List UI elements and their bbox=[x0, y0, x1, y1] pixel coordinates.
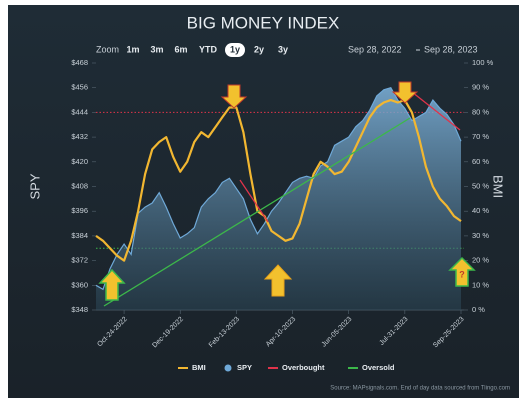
y2-tick-label: 100 % bbox=[472, 58, 494, 67]
y-tick-label: $456 bbox=[71, 83, 88, 92]
zoom-button[interactable]: 2y bbox=[254, 44, 264, 54]
trend-line bbox=[239, 179, 269, 223]
up-arrow bbox=[98, 268, 126, 301]
legend-label: Overbought bbox=[282, 363, 325, 372]
y-tick-label: $420 bbox=[71, 157, 88, 166]
y2-tick-label: 60 % bbox=[472, 157, 489, 166]
y-tick-label: $432 bbox=[71, 132, 88, 141]
y2-tick-label: 50 % bbox=[472, 181, 489, 190]
y2-tick-label: 20 % bbox=[472, 256, 489, 265]
legend-swatch bbox=[224, 364, 232, 372]
y-tick-label: $348 bbox=[71, 305, 88, 314]
zoom-label: Zoom bbox=[96, 44, 119, 54]
trend-line bbox=[411, 91, 461, 131]
y2-axis-label: BMI bbox=[491, 175, 506, 198]
y2-tick-label: 90 % bbox=[472, 83, 489, 92]
annotation-text: ? bbox=[459, 269, 465, 279]
y-axis-label: SPY bbox=[27, 173, 42, 199]
bmi-line bbox=[95, 99, 462, 262]
y-tick-label: $396 bbox=[71, 206, 88, 215]
range-end: Sep 28, 2023 bbox=[424, 44, 478, 54]
y2-tick-label: 10 % bbox=[472, 280, 489, 289]
down-arrow bbox=[220, 84, 248, 109]
zoom-button-selected bbox=[225, 43, 245, 57]
y2-tick-label: 70 % bbox=[472, 132, 489, 141]
legend-label: SPY bbox=[237, 363, 252, 372]
zoom-button[interactable]: 6m bbox=[174, 44, 187, 54]
range-start: Sep 28, 2022 bbox=[348, 44, 402, 54]
legend: BMI SPY Overbought Oversold bbox=[178, 363, 395, 372]
y-tick-label: $372 bbox=[71, 256, 88, 265]
legend-label: BMI bbox=[192, 363, 206, 372]
y-tick-label: $408 bbox=[71, 181, 88, 190]
y-tick-label: $444 bbox=[71, 107, 88, 116]
y2-tick-label: 30 % bbox=[472, 231, 489, 240]
y-tick-label: $468 bbox=[71, 58, 88, 67]
annotation-arrows bbox=[98, 81, 476, 301]
zoom-button[interactable]: 3y bbox=[278, 44, 288, 54]
zoom-button[interactable]: 1y bbox=[230, 44, 240, 54]
y2-tick-label: 80 % bbox=[472, 107, 489, 116]
up-arrow bbox=[263, 264, 293, 297]
source: Source: MAPsignals.com. End of day data … bbox=[330, 386, 510, 392]
up-arrow bbox=[448, 256, 476, 287]
chart-title: BIG MONEY INDEX bbox=[187, 13, 340, 32]
y-tick-label: $384 bbox=[71, 231, 88, 240]
legend-label: Oversold bbox=[362, 363, 395, 372]
down-arrow bbox=[391, 81, 419, 104]
y-tick-label: $360 bbox=[71, 280, 88, 289]
zoom-button[interactable]: 1m bbox=[126, 44, 139, 54]
y2-tick-label: 40 % bbox=[472, 206, 489, 215]
zoom-button[interactable]: YTD bbox=[199, 44, 218, 54]
y2-tick-label: 0 % bbox=[472, 305, 485, 314]
trend-line bbox=[103, 117, 411, 307]
zoom-button[interactable]: 3m bbox=[150, 44, 163, 54]
plot-area bbox=[92, 62, 468, 314]
